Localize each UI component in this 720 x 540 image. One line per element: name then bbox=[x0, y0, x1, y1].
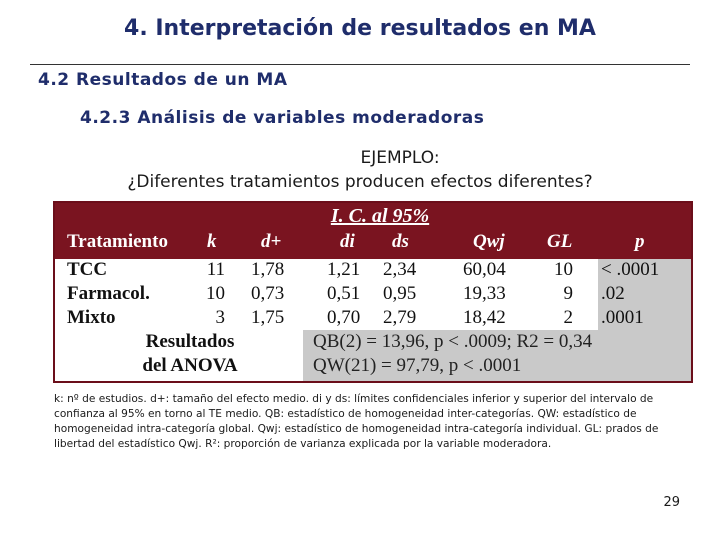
header-ds: ds bbox=[392, 231, 409, 252]
row-di: 0,70 bbox=[327, 307, 361, 328]
row-p: < .0001 bbox=[601, 259, 660, 280]
row-d: 1,78 bbox=[251, 259, 285, 280]
row-ds: 2,79 bbox=[383, 307, 417, 328]
subsection-heading: 4.2.3 Análisis de variables moderadoras bbox=[80, 108, 485, 128]
anova-label-2: del ANOVA bbox=[142, 355, 238, 376]
slide-title: 4. Interpretación de resultados en MA bbox=[124, 16, 596, 41]
row-q: 19,33 bbox=[463, 283, 506, 304]
example-label: EJEMPLO: bbox=[360, 148, 440, 168]
section-heading: 4.2 Resultados de un MA bbox=[38, 70, 288, 90]
row-name: TCC bbox=[67, 259, 108, 280]
row-di: 1,21 bbox=[327, 259, 361, 280]
ic-header: I. C. al 95% bbox=[330, 205, 430, 227]
header-tratamiento: Tratamiento bbox=[67, 231, 168, 252]
header-qwj: Qwj bbox=[473, 231, 505, 252]
row-ds: 2,34 bbox=[383, 259, 417, 280]
results-table: I. C. al 95% Tratamiento k d+ di ds Qwj … bbox=[53, 201, 693, 383]
header-k: k bbox=[207, 231, 217, 252]
row-gl: 10 bbox=[554, 259, 573, 280]
header-gl: GL bbox=[547, 231, 573, 252]
row-d: 0,73 bbox=[251, 283, 285, 304]
table-footnote: k: nº de estudios. d+: tamaño del efecto… bbox=[54, 393, 659, 450]
anova-label-1: Resultados bbox=[145, 331, 235, 352]
row-q: 60,04 bbox=[463, 259, 506, 280]
anova-stats-shade bbox=[303, 330, 691, 381]
header-di: di bbox=[340, 231, 355, 252]
row-p: .0001 bbox=[601, 307, 644, 328]
row-k: 3 bbox=[215, 307, 226, 328]
row-k: 10 bbox=[206, 283, 225, 304]
header-p: p bbox=[635, 231, 645, 252]
row-p: .02 bbox=[601, 283, 625, 304]
row-k: 11 bbox=[206, 259, 225, 280]
row-d: 1,75 bbox=[251, 307, 285, 328]
row-gl: 9 bbox=[563, 283, 574, 304]
example-question: ¿Diferentes tratamientos producen efecto… bbox=[127, 172, 593, 192]
qw-statistic: QW(21) = 97,79, p < .0001 bbox=[313, 355, 522, 376]
row-name: Mixto bbox=[67, 307, 116, 328]
row-ds: 0,95 bbox=[383, 283, 417, 304]
table-header: I. C. al 95% Tratamiento k d+ di ds Qwj … bbox=[55, 203, 691, 259]
title-divider bbox=[30, 64, 690, 65]
row-gl: 2 bbox=[563, 307, 574, 328]
row-name: Farmacol. bbox=[67, 283, 150, 304]
row-di: 0,51 bbox=[327, 283, 361, 304]
header-d: d+ bbox=[261, 231, 282, 252]
row-q: 18,42 bbox=[463, 307, 506, 328]
qb-statistic: QB(2) = 13,96, p < .0009; R2 = 0,34 bbox=[313, 331, 593, 352]
page-number: 29 bbox=[663, 495, 680, 510]
